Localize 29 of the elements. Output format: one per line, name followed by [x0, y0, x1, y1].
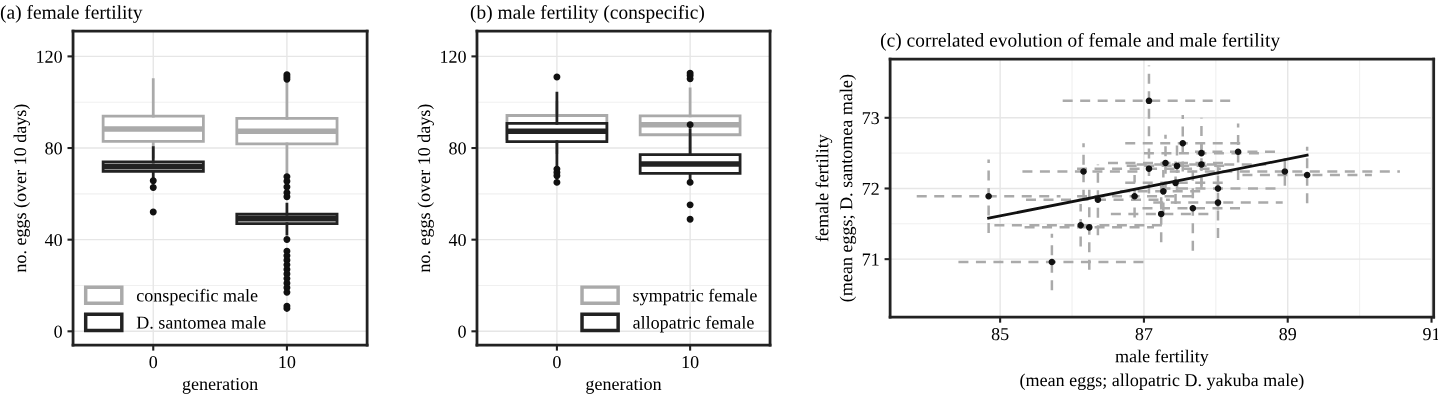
chart-title: (a) female fertility — [0, 4, 143, 23]
legend-label: sympatric female — [633, 288, 757, 306]
x-axis-title: generation — [586, 377, 662, 394]
y-tick-label: 120 — [37, 50, 62, 63]
legend-label: D. santomea male — [136, 316, 266, 329]
x-tick-label: 85 — [991, 328, 1009, 341]
x-tick-label: 87 — [1135, 328, 1153, 341]
legend-label: conspecific male — [136, 288, 258, 306]
legend-label: allopatric female — [633, 315, 754, 333]
y-tick-label: 120 — [441, 50, 466, 63]
y-axis-title: no. eggs (over 10 days) — [417, 104, 434, 273]
y-tick-label: 80 — [45, 142, 62, 155]
x-tick-label: 89 — [1279, 328, 1297, 341]
y-tick-label: 40 — [448, 233, 466, 247]
x-axis-title: generation — [182, 377, 258, 394]
y-tick-label: 72 — [862, 182, 879, 195]
x-tick-label: 10 — [279, 356, 296, 369]
x-tick-label: 0 — [149, 356, 158, 369]
chart-title: (b) male fertility (conspecific) — [470, 4, 704, 23]
y-tick-label: 71 — [862, 253, 879, 266]
y-tick-label: 73 — [862, 112, 879, 125]
y-axis-title: female fertility (mean eggs; D. santomea male) — [815, 74, 857, 302]
x-tick-label: 10 — [682, 356, 699, 369]
x-axis-title: male fertility (mean eggs; allopatric D. yakuba male) — [1020, 349, 1304, 391]
x-tick-label: 0 — [553, 356, 561, 369]
y-axis-title: no. eggs (over 10 days) — [13, 104, 30, 273]
chart-title: (c) correlated evolution of female and male fertility — [880, 32, 1281, 51]
y-tick-label: 40 — [44, 233, 62, 247]
y-tick-label: 80 — [449, 142, 466, 155]
